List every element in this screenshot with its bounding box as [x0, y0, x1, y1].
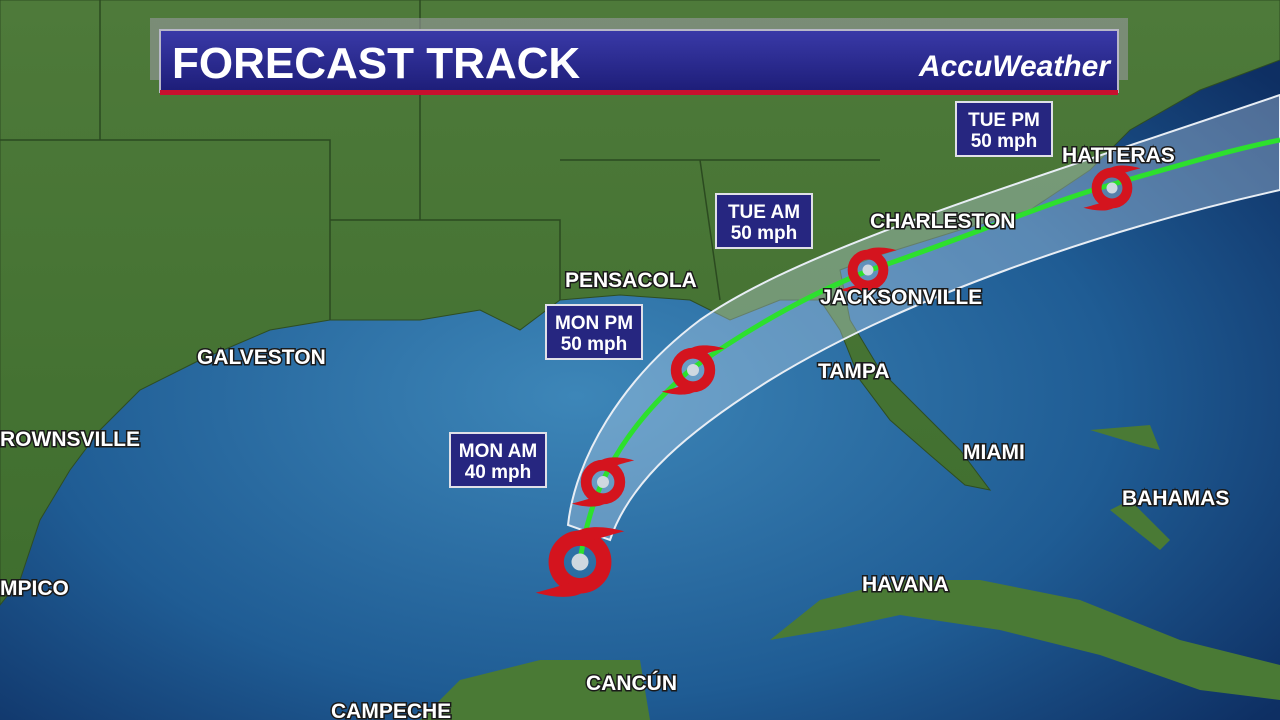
- forecast-time: MON PM: [555, 313, 633, 334]
- storm-eye: [687, 364, 699, 376]
- storm-icon: [535, 527, 625, 597]
- forecast-time: MON AM: [459, 441, 537, 462]
- city-label: BAHAMAS: [1122, 487, 1229, 510]
- city-label: HAVANA: [862, 573, 949, 596]
- city-label: CAMPECHE: [331, 700, 451, 720]
- forecast-box-bg: [715, 193, 813, 249]
- forecast-time: TUE PM: [968, 110, 1040, 131]
- forecast-speed: 50 mph: [971, 131, 1038, 152]
- city-label: CHARLESTON: [870, 210, 1015, 233]
- storm-arm: [861, 247, 897, 258]
- forecast-box-bg: [545, 304, 643, 360]
- yucatan: [420, 660, 650, 720]
- storm-arm: [1105, 165, 1141, 176]
- storm-icon: [571, 457, 635, 507]
- storm-icon: [661, 345, 725, 395]
- city-label: JACKSONVILLE: [820, 286, 982, 309]
- city-label: MIAMI: [963, 441, 1025, 464]
- storm-eye: [597, 476, 609, 488]
- storm-arm: [571, 495, 611, 507]
- forecast-box-bg: [449, 432, 547, 488]
- storm-arm: [595, 457, 635, 469]
- bahamas: [1090, 425, 1170, 550]
- forecast-speed: 50 mph: [561, 334, 628, 355]
- storm-icon: [1083, 165, 1141, 211]
- storm-arm: [661, 383, 701, 395]
- storm-eye: [862, 264, 874, 276]
- forecast-speed: 40 mph: [465, 462, 532, 483]
- forecast-time: TUE AM: [728, 202, 800, 223]
- city-label: TAMPA: [818, 360, 890, 383]
- header-brand: AccuWeather: [918, 50, 1113, 83]
- city-label: CANCÚN: [586, 671, 677, 695]
- storm-arm: [535, 581, 591, 597]
- storm-arm: [685, 345, 725, 357]
- state-borders: [0, 0, 880, 320]
- storm-arm: [569, 527, 625, 543]
- forecast-speed: 50 mph: [731, 223, 798, 244]
- header-title: FORECAST TRACK: [172, 39, 580, 88]
- storm-icon: [839, 247, 897, 293]
- city-label: GALVESTON: [197, 346, 326, 369]
- forecast-box-bg: [955, 101, 1053, 157]
- city-label: MPICO: [0, 577, 69, 600]
- cuba: [770, 580, 1280, 700]
- city-label: PENSACOLA: [565, 269, 697, 292]
- storm-eye: [571, 553, 589, 571]
- storm-arm: [1083, 200, 1119, 211]
- storm-eye: [1106, 182, 1118, 194]
- storm-arm: [839, 282, 875, 293]
- city-label: HATTERAS: [1062, 144, 1175, 167]
- header: FORECAST TRACK AccuWeather: [150, 18, 1128, 95]
- city-label: ROWNSVILLE: [0, 428, 140, 451]
